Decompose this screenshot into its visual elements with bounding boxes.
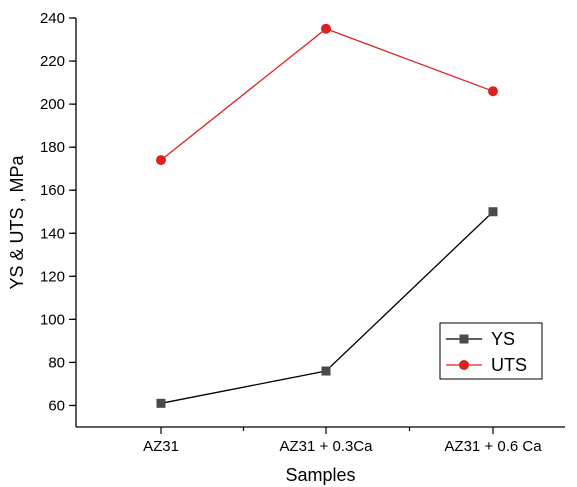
series-ys: [156, 207, 498, 408]
y-axis-title: YS & UTS , MPa: [7, 155, 27, 290]
legend-label: UTS: [491, 355, 527, 375]
series-uts: [156, 23, 498, 166]
legend-item-ys: YS: [446, 329, 515, 349]
y-tick-label: 60: [48, 397, 65, 414]
y-tick-label: 80: [48, 354, 65, 371]
axes: [75, 18, 565, 428]
legend-marker: [459, 334, 469, 344]
data-point: [156, 155, 166, 166]
series: [156, 23, 498, 408]
x-axis-title: Samples: [285, 465, 355, 485]
x-tick-label: AZ31 + 0.6 Ca: [444, 438, 542, 455]
data-point: [156, 398, 166, 408]
y-tick-label: 100: [40, 311, 65, 328]
data-point: [321, 366, 331, 376]
y-tick-label: 180: [40, 139, 65, 156]
legend: YS UTS: [439, 322, 543, 380]
legend-label: YS: [491, 329, 515, 349]
legend-marker: [459, 360, 469, 370]
y-axis-ticks: 60 80 100 120 140 160 180 200 220 240: [40, 10, 76, 414]
data-point: [488, 207, 498, 217]
data-point: [488, 86, 498, 97]
x-tick-label: AZ31: [143, 438, 179, 455]
legend-item-uts: UTS: [446, 355, 527, 375]
legend-box: [439, 322, 543, 380]
data-point: [321, 23, 331, 34]
x-tick-label: AZ31 + 0.3Ca: [280, 438, 374, 455]
y-tick-label: 220: [40, 53, 65, 70]
series-line: [160, 28, 494, 161]
x-axis-ticks: AZ31 AZ31 + 0.3Ca AZ31 + 0.6 Ca: [143, 427, 542, 455]
y-tick-label: 120: [40, 268, 65, 285]
y-tick-label: 140: [40, 225, 65, 242]
y-tick-label: 240: [40, 10, 65, 27]
y-tick-label: 200: [40, 96, 65, 113]
y-tick-label: 160: [40, 182, 65, 199]
